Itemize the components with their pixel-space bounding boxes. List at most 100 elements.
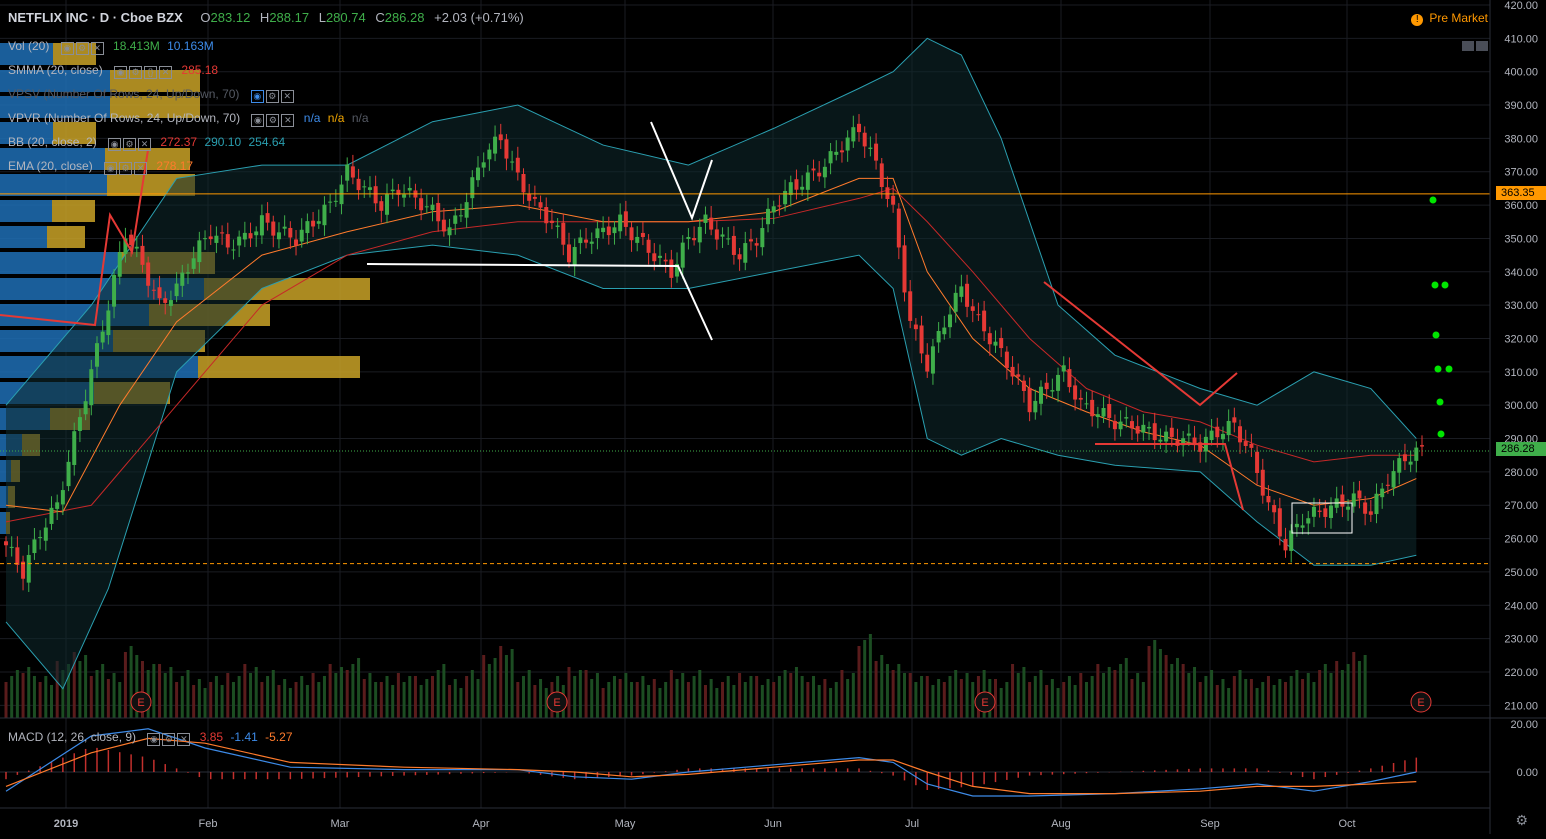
- price-axis-label: 380.00: [1504, 133, 1538, 145]
- volume-bar: [408, 676, 412, 718]
- volume-bar: [567, 667, 571, 718]
- settings-icon[interactable]: ⚙: [75, 41, 89, 55]
- close-icon[interactable]: ✕: [138, 137, 152, 151]
- volume-bar: [1113, 670, 1117, 718]
- macd-line: [5, 728, 1417, 797]
- candle-body: [1329, 505, 1334, 518]
- earnings-marker-label: E: [1417, 697, 1424, 709]
- close-icon[interactable]: ✕: [159, 65, 173, 79]
- premarket-label: Pre Market: [1429, 11, 1488, 25]
- volume-bar: [112, 673, 116, 718]
- settings-icon[interactable]: ⚙: [119, 161, 133, 175]
- volume-bar: [44, 676, 48, 718]
- volume-bar: [300, 676, 304, 718]
- volume-bar: [1215, 685, 1219, 718]
- hidden-eye-icon[interactable]: ◉: [250, 89, 264, 103]
- legend-vol-ma-value: 10.163M: [167, 39, 214, 53]
- close-icon[interactable]: ✕: [281, 113, 295, 127]
- candle-body: [100, 331, 105, 343]
- volume-bar: [180, 676, 184, 718]
- candle-body: [948, 314, 952, 328]
- volume-bar: [937, 679, 941, 718]
- candle-body: [743, 243, 748, 263]
- volume-bar: [715, 688, 719, 718]
- volume-bar: [1249, 679, 1253, 718]
- candle-body: [1317, 510, 1322, 512]
- chart-settings-gear-icon[interactable]: ⚙: [1515, 812, 1528, 828]
- candle-body: [1135, 426, 1140, 434]
- candle-body: [646, 239, 651, 253]
- candle-body: [1129, 421, 1134, 429]
- candle-body: [549, 220, 554, 223]
- close-icon[interactable]: ✕: [177, 732, 191, 746]
- premarket-indicator[interactable]: ! Pre Market: [1411, 11, 1488, 26]
- close-icon[interactable]: ✕: [134, 161, 148, 175]
- settings-icon[interactable]: ⚙: [162, 732, 176, 746]
- vpvr-up-bar: [0, 200, 52, 222]
- candle-body: [515, 157, 520, 173]
- volume-bar: [260, 682, 264, 718]
- candle-body: [993, 341, 998, 346]
- price-axis-label: 220.00: [1504, 667, 1538, 679]
- legend-macd[interactable]: MACD (12, 26, close, 9) ◉ ⚙ ✕ 3.85 -1.41 -…: [8, 729, 297, 746]
- volume-bar: [482, 655, 486, 718]
- eye-icon[interactable]: ◉: [147, 732, 161, 746]
- signal-dot: [1436, 398, 1444, 406]
- close-icon[interactable]: ✕: [280, 89, 294, 103]
- volume-bar: [129, 646, 133, 718]
- eye-icon[interactable]: ◉: [104, 161, 118, 175]
- candle-body: [1420, 445, 1424, 447]
- price-axis-label: 270.00: [1504, 500, 1538, 512]
- volume-bar: [1278, 679, 1282, 718]
- volume-bar: [237, 676, 241, 718]
- legend-vol[interactable]: Vol (20) ◉ ⚙ ✕ 18.413M 10.163M: [8, 38, 218, 55]
- settings-icon[interactable]: ⚙: [266, 113, 280, 127]
- volume-bar: [277, 685, 281, 718]
- candle-body: [1385, 484, 1390, 486]
- volume-bar: [658, 688, 662, 718]
- candle-body: [1044, 382, 1049, 390]
- candle-body: [1158, 439, 1163, 442]
- code-icon[interactable]: {}: [144, 65, 158, 79]
- eye-icon[interactable]: ◉: [108, 137, 122, 151]
- settings-icon[interactable]: ⚙: [123, 137, 137, 151]
- collapse-pane-icon[interactable]: [1462, 41, 1474, 51]
- drawing-red-left: [0, 149, 149, 327]
- eye-icon[interactable]: ◉: [114, 65, 128, 79]
- candle-body: [106, 310, 111, 336]
- legend-bb[interactable]: BB (20, close, 2) ◉ ⚙ ✕ 272.37 290.10 254.…: [8, 134, 289, 151]
- symbol-title[interactable]: NETFLIX INC · D · Cboe BZX: [8, 10, 183, 25]
- candle-body: [834, 151, 839, 155]
- maximize-pane-icon[interactable]: [1476, 41, 1488, 51]
- eye-icon[interactable]: ◉: [251, 113, 265, 127]
- candle-body: [385, 194, 390, 215]
- volume-bar: [1073, 685, 1077, 718]
- volume-bar: [158, 664, 162, 718]
- volume-bar: [1363, 655, 1367, 718]
- eye-icon[interactable]: ◉: [60, 41, 74, 55]
- volume-bar: [288, 688, 292, 718]
- settings-icon[interactable]: ⚙: [265, 89, 279, 103]
- volume-bar: [368, 673, 372, 718]
- candle-body: [1107, 404, 1112, 419]
- vpvr-up-bar: [0, 512, 6, 534]
- signal-dot: [1429, 196, 1437, 204]
- volume-bar: [340, 667, 344, 718]
- volume-bar: [823, 679, 827, 718]
- candle-body: [800, 186, 805, 190]
- candle-body: [390, 189, 395, 192]
- volume-bar: [573, 676, 577, 718]
- settings-icon[interactable]: ⚙: [129, 65, 143, 79]
- close-icon[interactable]: ✕: [90, 41, 104, 55]
- volume-bar: [1346, 664, 1350, 718]
- volume-bar: [84, 655, 88, 718]
- legend-vpvr[interactable]: VPVR (Number Of Rows, 24, Up/Down, 70) ◉…: [8, 110, 373, 127]
- candle-body: [777, 205, 782, 207]
- legend-vpsv[interactable]: VPSV (Number Of Rows, 24, Up/Down, 70) ◉…: [8, 86, 300, 103]
- candle-body: [1311, 506, 1316, 517]
- legend-ema[interactable]: EMA (20, close) ◉ ⚙ ✕ 278.17: [8, 158, 197, 175]
- volume-bar: [266, 676, 270, 718]
- legend-smma[interactable]: SMMA (20, close) ◉ ⚙{} ✕ 285.18: [8, 62, 222, 79]
